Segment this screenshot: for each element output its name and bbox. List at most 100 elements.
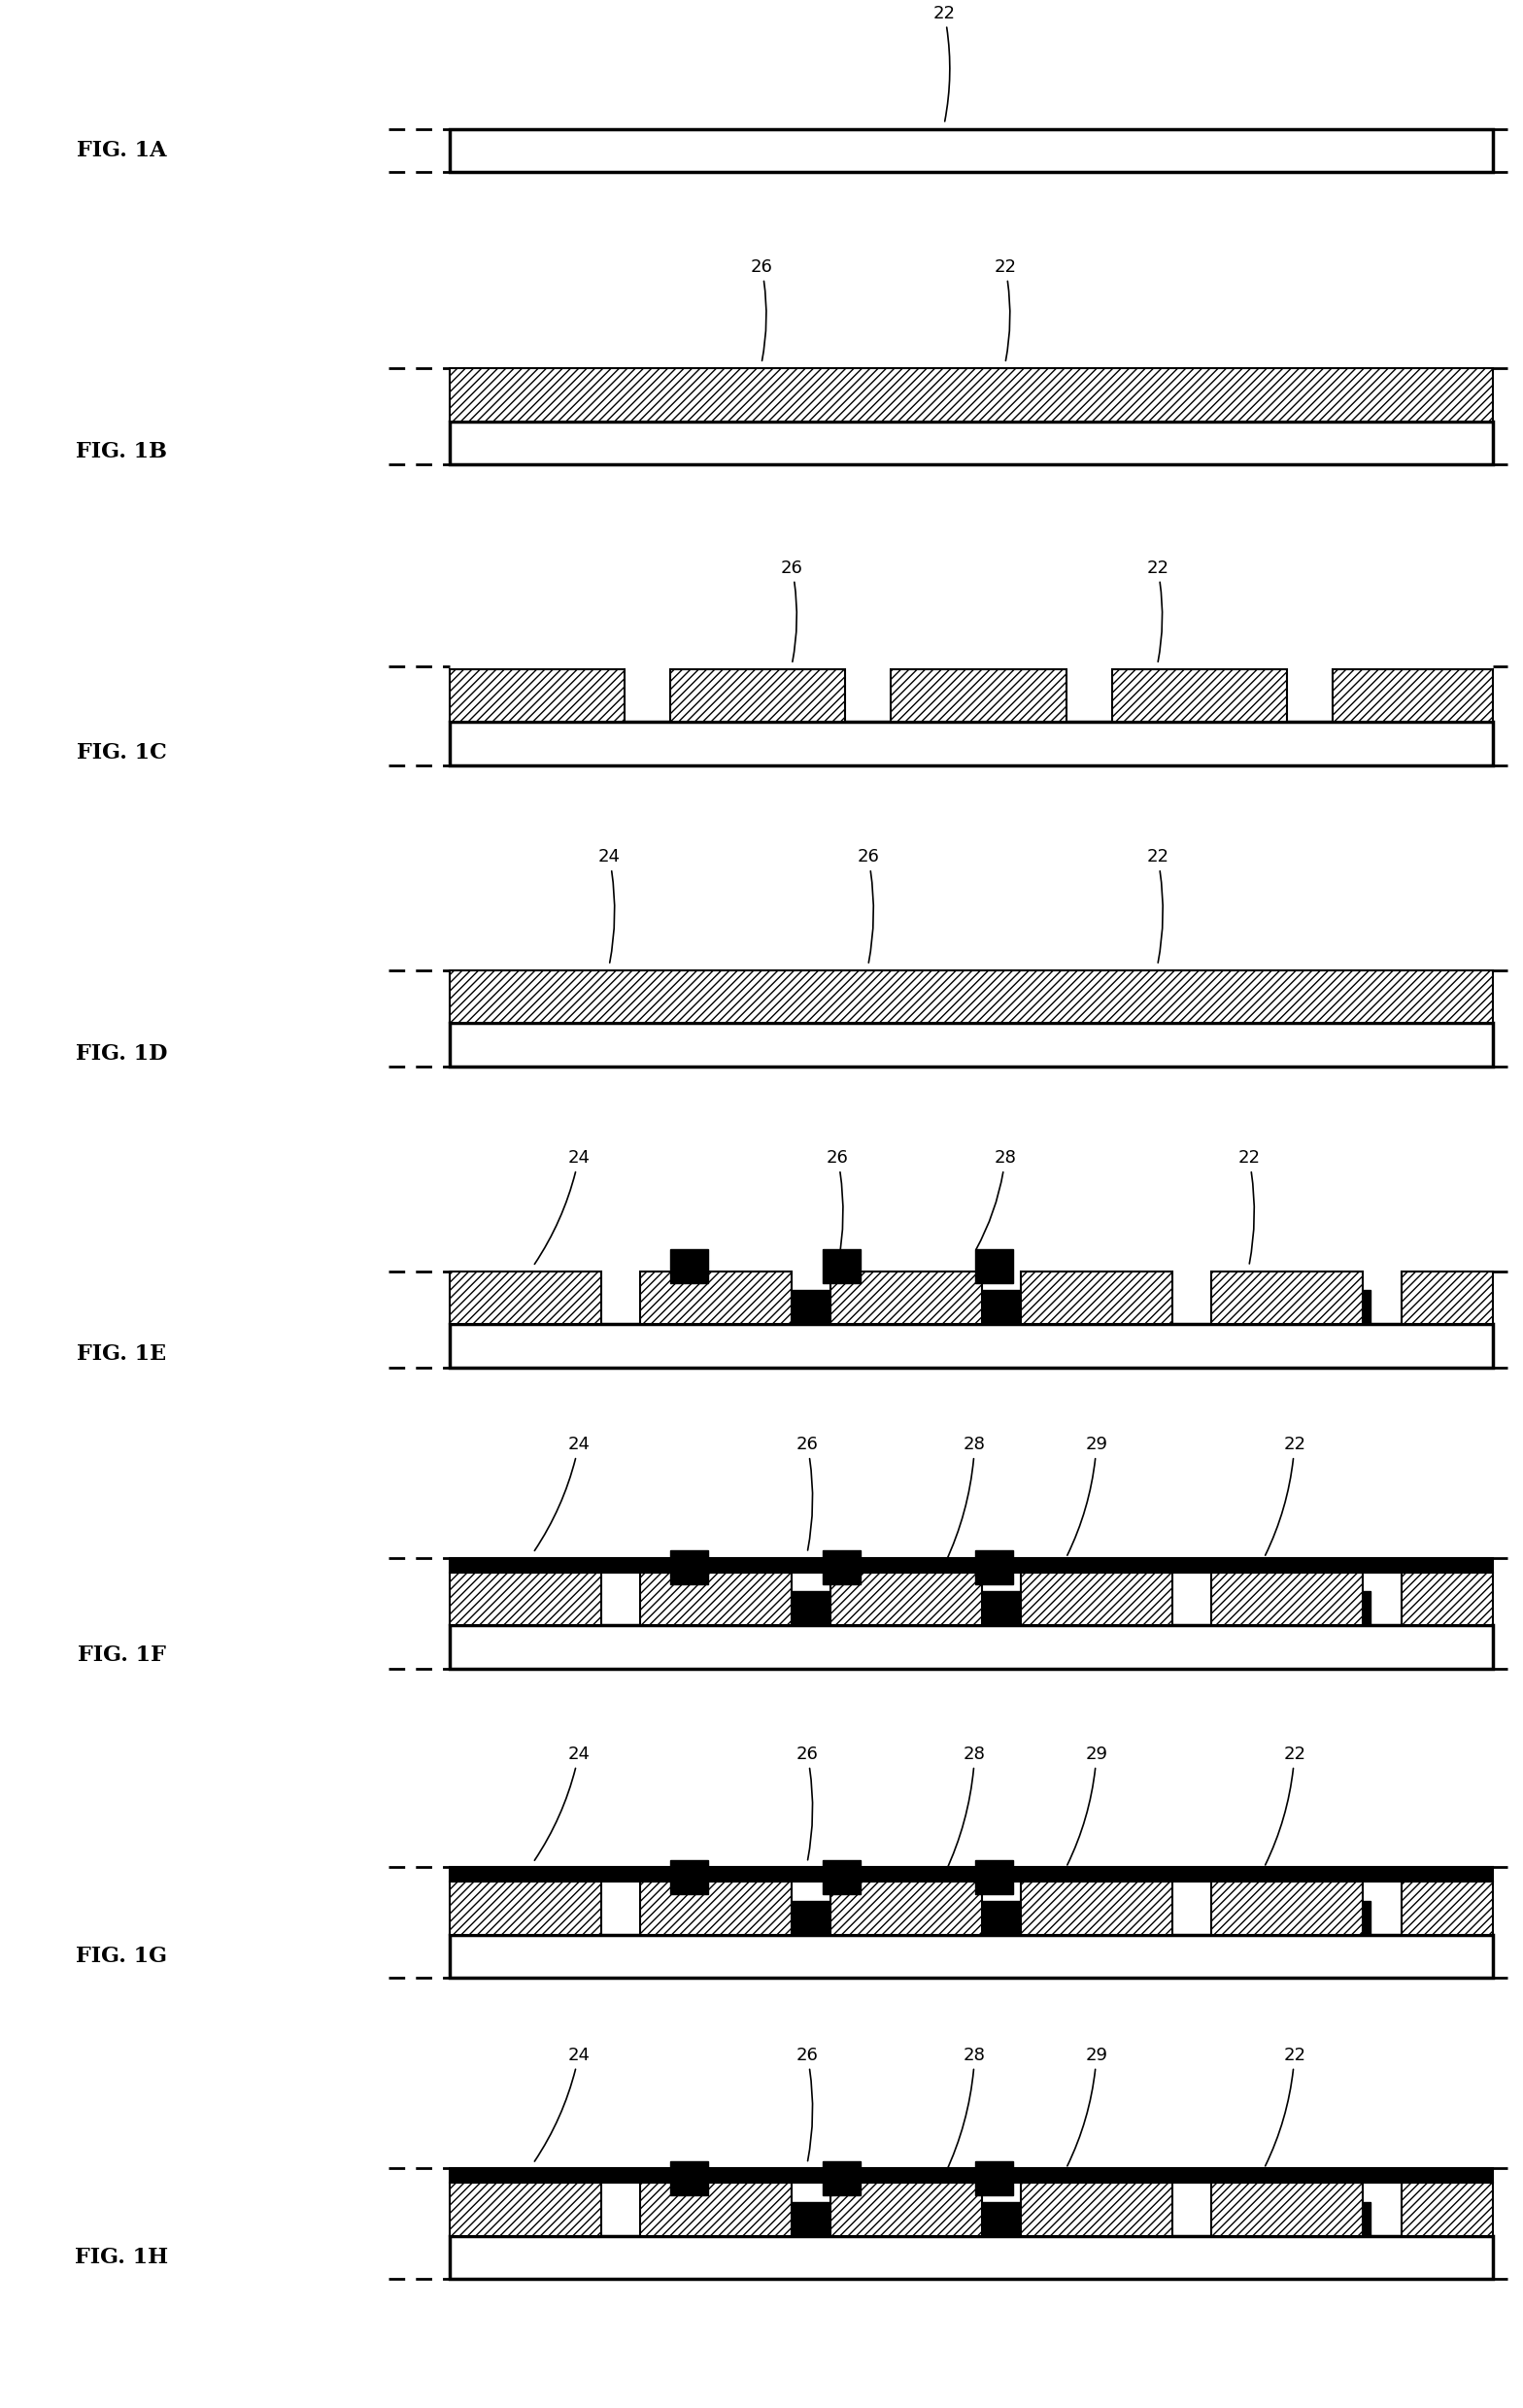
Text: 26: 26 <box>797 2047 818 2160</box>
Text: 28: 28 <box>946 1746 985 1871</box>
Bar <box>670 1551 708 1584</box>
Text: 26: 26 <box>797 1435 818 1551</box>
Text: FIG. 1A: FIG. 1A <box>78 140 166 161</box>
Bar <box>1333 669 1493 722</box>
Bar <box>975 1250 1013 1283</box>
Bar <box>449 1271 602 1324</box>
Bar <box>449 1625 1493 1669</box>
Bar <box>1020 2182 1173 2235</box>
Text: 26: 26 <box>827 1149 848 1264</box>
Bar <box>1234 1592 1371 1625</box>
Text: 22: 22 <box>1238 1149 1260 1264</box>
Bar <box>830 1572 982 1625</box>
Bar <box>1401 1271 1493 1324</box>
Bar <box>449 722 1493 766</box>
Bar <box>716 1592 853 1625</box>
Bar <box>1211 1572 1363 1625</box>
Bar <box>822 1250 860 1283</box>
Bar <box>1211 1883 1363 1936</box>
Bar <box>716 1902 853 1936</box>
Bar <box>1020 1271 1173 1324</box>
Bar <box>449 1869 1493 1883</box>
Text: 22: 22 <box>995 258 1016 361</box>
Bar <box>822 1551 860 1584</box>
Text: 24: 24 <box>599 848 620 963</box>
Text: 28: 28 <box>946 1435 985 1563</box>
Text: 26: 26 <box>857 848 879 963</box>
Bar <box>1401 2182 1493 2235</box>
Bar <box>449 1883 602 1936</box>
Bar <box>449 130 1493 173</box>
Bar <box>670 1250 708 1283</box>
Text: FIG. 1C: FIG. 1C <box>76 742 168 763</box>
Bar <box>640 1572 792 1625</box>
Text: FIG. 1H: FIG. 1H <box>75 2247 169 2268</box>
Text: 24: 24 <box>535 2047 589 2162</box>
Text: 28: 28 <box>946 2047 985 2172</box>
Bar <box>944 990 1097 1023</box>
Bar <box>640 1883 792 1936</box>
Text: 24: 24 <box>535 1746 589 1861</box>
Bar <box>449 970 1493 1023</box>
Bar <box>449 2167 1493 2182</box>
Bar <box>449 421 1493 465</box>
Bar <box>975 1291 1112 1324</box>
Bar <box>822 1859 860 1893</box>
Bar <box>457 1902 594 1936</box>
Text: 22: 22 <box>1147 559 1168 662</box>
Bar <box>1401 1572 1493 1625</box>
Text: 22: 22 <box>1266 2047 1305 2165</box>
Bar <box>1234 2201 1371 2235</box>
Bar <box>449 2182 602 2235</box>
Text: 22: 22 <box>1147 848 1168 963</box>
Text: FIG. 1E: FIG. 1E <box>78 1344 166 1365</box>
Text: 26: 26 <box>797 1746 818 1859</box>
Text: FIG. 1B: FIG. 1B <box>76 441 168 462</box>
Bar <box>670 2162 708 2196</box>
Bar <box>1020 1572 1173 1625</box>
Bar <box>1401 1883 1493 1936</box>
Bar <box>1112 669 1287 722</box>
Bar <box>449 1324 1493 1368</box>
Bar <box>449 1572 602 1625</box>
Text: 22: 22 <box>934 5 955 120</box>
Text: 29: 29 <box>1068 1435 1107 1556</box>
Bar <box>1234 1291 1371 1324</box>
Bar <box>1234 1902 1371 1936</box>
Bar <box>640 2182 792 2235</box>
Text: FIG. 1G: FIG. 1G <box>76 1946 168 1967</box>
Bar <box>449 1936 1493 1979</box>
Text: 24: 24 <box>535 1149 589 1264</box>
Bar <box>457 1291 594 1324</box>
Bar <box>449 1023 1493 1067</box>
Bar <box>975 2162 1013 2196</box>
Bar <box>975 1859 1013 1893</box>
Bar <box>716 2201 853 2235</box>
Bar <box>670 1859 708 1893</box>
Bar <box>822 2162 860 2196</box>
Bar <box>975 1551 1013 1584</box>
Bar <box>830 2182 982 2235</box>
Bar <box>716 1291 853 1324</box>
Text: FIG. 1F: FIG. 1F <box>78 1645 166 1666</box>
Bar <box>891 669 1066 722</box>
Bar <box>640 1271 792 1324</box>
Bar <box>975 2201 1112 2235</box>
Bar <box>975 1902 1112 1936</box>
Bar <box>457 1592 594 1625</box>
Text: 22: 22 <box>1266 1435 1305 1556</box>
Text: 26: 26 <box>781 559 803 662</box>
Bar <box>1020 1883 1173 1936</box>
Text: 22: 22 <box>1266 1746 1305 1864</box>
Bar <box>449 669 624 722</box>
Text: 29: 29 <box>1068 1746 1107 1864</box>
Bar <box>830 1271 982 1324</box>
Text: 29: 29 <box>1068 2047 1107 2165</box>
Bar <box>975 1592 1112 1625</box>
Bar <box>449 368 1493 421</box>
Bar <box>1173 990 1325 1023</box>
Text: 28: 28 <box>976 1149 1016 1250</box>
Bar <box>830 1883 982 1936</box>
Bar <box>1211 1271 1363 1324</box>
Text: FIG. 1D: FIG. 1D <box>76 1043 168 1064</box>
